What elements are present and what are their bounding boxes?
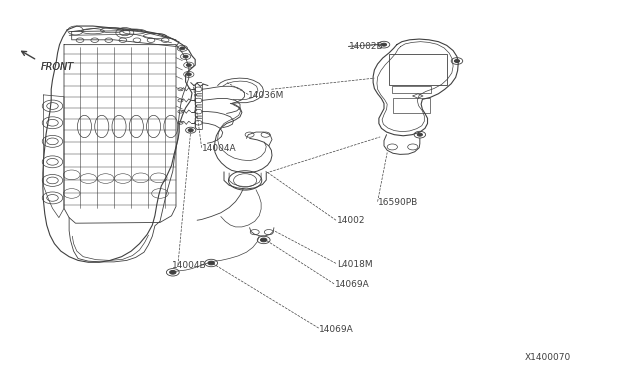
Text: 14069A: 14069A xyxy=(319,325,353,334)
Text: 14004A: 14004A xyxy=(202,144,236,153)
Bar xyxy=(393,98,430,113)
Text: FRONT: FRONT xyxy=(40,62,74,72)
Circle shape xyxy=(186,73,191,76)
Circle shape xyxy=(417,133,422,136)
Circle shape xyxy=(183,55,188,58)
Bar xyxy=(392,86,431,93)
Text: 14002: 14002 xyxy=(337,216,366,225)
Text: 14004B: 14004B xyxy=(172,262,206,270)
Bar xyxy=(389,54,447,85)
Circle shape xyxy=(381,43,387,46)
Circle shape xyxy=(170,270,176,274)
Text: L4018M: L4018M xyxy=(337,260,373,269)
Circle shape xyxy=(188,129,193,132)
Text: 16590PB: 16590PB xyxy=(378,198,418,207)
Circle shape xyxy=(454,60,460,62)
Text: 14069A: 14069A xyxy=(335,280,370,289)
Text: FRONT: FRONT xyxy=(40,62,74,72)
Text: 14036M: 14036M xyxy=(248,92,285,100)
Circle shape xyxy=(260,238,267,242)
Circle shape xyxy=(208,261,214,265)
Circle shape xyxy=(186,64,191,67)
Text: 14002B: 14002B xyxy=(349,42,383,51)
Circle shape xyxy=(180,47,185,50)
Text: X1400070: X1400070 xyxy=(525,353,571,362)
